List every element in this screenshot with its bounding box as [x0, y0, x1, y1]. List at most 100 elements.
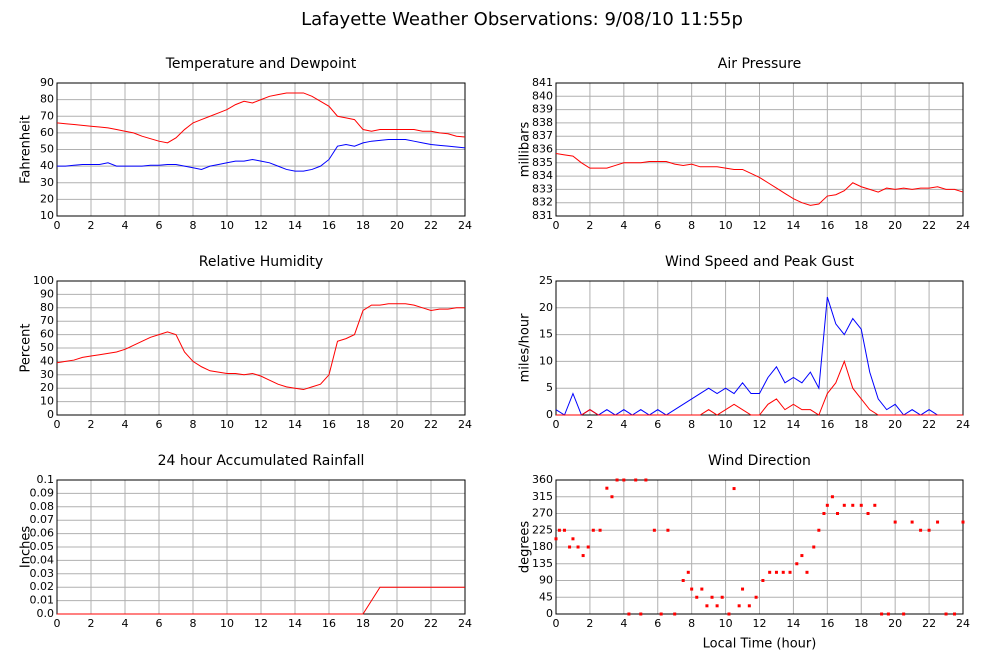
x-tick-label: 16 [820, 617, 834, 630]
y-tick-label: 841 [532, 76, 553, 89]
data-point [842, 503, 846, 507]
data-point [652, 528, 656, 532]
y-tick-label: 838 [532, 116, 553, 129]
data-point [859, 503, 863, 507]
data-point [705, 604, 709, 608]
data-point [615, 478, 619, 482]
plot-frame [56, 82, 466, 217]
x-tick-label: 4 [620, 219, 627, 232]
data-point [936, 520, 940, 524]
data-point [866, 512, 870, 515]
y-tick-label: 0.06 [30, 527, 55, 540]
data-point [568, 545, 572, 549]
data-point [605, 486, 609, 490]
x-tick-label: 6 [654, 418, 661, 431]
data-point [659, 612, 663, 616]
y-tick-label: 225 [532, 523, 553, 536]
data-point [715, 604, 719, 608]
y-tick-label: 0.08 [30, 500, 55, 513]
data-point [634, 478, 638, 482]
panel-title: Relative Humidity [199, 254, 323, 270]
x-tick-label: 24 [956, 418, 970, 431]
data-point [774, 570, 778, 574]
data-point [805, 570, 809, 574]
data-point [673, 612, 677, 616]
data-line [555, 296, 963, 416]
data-point [571, 537, 575, 541]
y-tick-label: 832 [532, 196, 553, 209]
y-tick-label: 0.1 [37, 473, 55, 486]
data-point [737, 604, 741, 608]
data-point [822, 512, 826, 515]
y-tick-label: 30 [40, 176, 54, 189]
x-tick-label: 14 [288, 418, 302, 431]
x-tick-label: 18 [356, 617, 370, 630]
y-tick-label: 360 [532, 473, 553, 486]
x-tick-label: 14 [288, 617, 302, 630]
data-point [610, 495, 614, 499]
y-tick-label: 839 [532, 103, 553, 116]
x-axis-label: Local Time (hour) [703, 637, 817, 652]
y-tick-label: 0 [546, 607, 553, 620]
x-tick-label: 16 [820, 418, 834, 431]
x-tick-label: 20 [390, 219, 404, 232]
data-line [555, 152, 964, 206]
x-tick-label: 20 [888, 617, 902, 630]
data-point [627, 612, 631, 616]
y-tick-label: 0.03 [30, 567, 55, 580]
data-point [754, 595, 758, 599]
x-tick-label: 16 [322, 219, 336, 232]
x-tick-label: 8 [190, 617, 197, 630]
x-tick-label: 20 [390, 418, 404, 431]
panel-title: Wind Speed and Peak Gust [665, 254, 854, 270]
data-point [644, 478, 648, 482]
x-tick-label: 10 [220, 418, 234, 431]
x-tick-label: 22 [922, 418, 936, 431]
data-point [817, 528, 821, 532]
y-tick-label: 0.0 [37, 607, 55, 620]
x-tick-label: 12 [753, 219, 767, 232]
x-tick-label: 4 [620, 418, 627, 431]
data-point [851, 503, 855, 507]
data-point [720, 595, 724, 599]
x-tick-label: 8 [688, 219, 695, 232]
x-tick-label: 0 [54, 219, 61, 232]
y-tick-label: 0 [47, 408, 54, 421]
data-point [639, 612, 643, 616]
data-point [581, 554, 585, 558]
x-tick-label: 8 [688, 617, 695, 630]
data-point [886, 612, 890, 616]
y-tick-label: 70 [40, 109, 54, 122]
data-point [591, 528, 595, 532]
data-point [893, 520, 897, 524]
y-tick-label: 0.07 [30, 513, 55, 526]
x-tick-label: 2 [586, 219, 593, 232]
data-point [927, 528, 931, 532]
y-tick-label: 0.02 [30, 580, 55, 593]
y-tick-label: 0 [546, 408, 553, 421]
plot-frame [555, 82, 964, 217]
y-tick-label: 25 [539, 274, 553, 287]
x-tick-label: 12 [254, 219, 268, 232]
y-axis-label: Inches [19, 526, 34, 568]
y-tick-label: 60 [40, 328, 54, 341]
data-point [836, 512, 840, 515]
y-tick-label: 80 [40, 93, 54, 106]
data-point [695, 595, 699, 599]
y-axis-label: degrees [518, 521, 533, 574]
data-point [700, 587, 704, 591]
data-point [800, 554, 804, 558]
x-tick-label: 0 [54, 617, 61, 630]
x-tick-label: 14 [786, 617, 800, 630]
y-tick-label: 180 [532, 540, 553, 553]
x-tick-label: 24 [458, 418, 472, 431]
y-tick-label: 831 [532, 209, 553, 222]
y-tick-label: 80 [40, 301, 54, 314]
data-point [830, 495, 834, 499]
x-tick-label: 22 [424, 219, 438, 232]
y-tick-label: 833 [532, 182, 553, 195]
data-point [788, 570, 792, 574]
panel-title: Wind Direction [708, 453, 811, 469]
data-line [57, 139, 466, 172]
y-tick-label: 60 [40, 126, 54, 139]
